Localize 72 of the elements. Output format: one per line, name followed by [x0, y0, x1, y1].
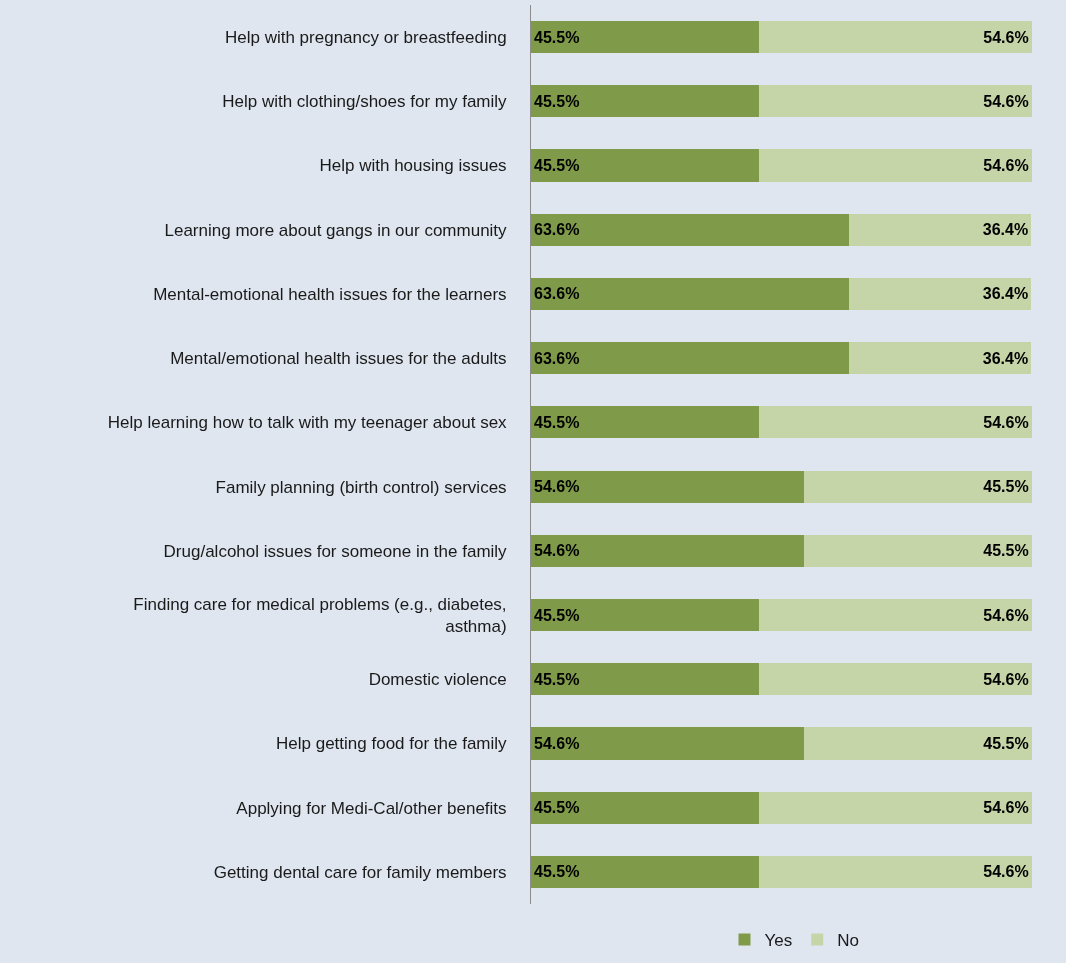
data-label: 54.6% — [534, 734, 580, 752]
y-tick-label: Learning more about gangs in our community — [164, 220, 508, 240]
bar — [758, 85, 1032, 118]
y-tick-label: Help with housing issues — [319, 156, 507, 176]
legend-label: No — [837, 931, 859, 951]
data-label: 45.5% — [534, 92, 580, 110]
data-label: 36.4% — [982, 349, 1029, 367]
y-tick-label: Finding care for medical problems (e.g., diabetes, asthma) — [133, 594, 507, 637]
data-label: 63.6% — [534, 349, 580, 367]
data-label: 45.5% — [534, 157, 580, 175]
data-label: 54.6% — [983, 28, 1029, 46]
bar — [531, 277, 850, 311]
y-tick-label: Applying for Medi-Cal/other benefits — [236, 798, 507, 818]
y-tick-label: Help learning how to talk with my teenager about sex — [107, 413, 508, 433]
bar — [531, 85, 759, 118]
data-label: 54.6% — [534, 478, 580, 496]
data-label: 45.5% — [534, 670, 580, 688]
data-label: 45.5% — [534, 799, 580, 817]
data-label: 63.6% — [534, 285, 580, 303]
data-label: 45.5% — [983, 542, 1029, 560]
bar — [849, 213, 1032, 246]
data-label: 45.5% — [983, 734, 1029, 752]
y-tick-label: Mental-emotional health issues for the learners — [153, 284, 507, 304]
data-label: 54.6% — [534, 542, 580, 560]
data-label: 36.4% — [982, 221, 1029, 239]
bar — [758, 598, 1032, 632]
data-label: 45.5% — [534, 606, 580, 624]
bar — [531, 21, 759, 54]
bar — [531, 855, 759, 888]
bar — [531, 791, 759, 824]
bar — [531, 406, 759, 439]
data-label: 36.4% — [982, 285, 1029, 303]
bar — [531, 727, 805, 760]
y-tick-label: Drug/alcohol issues for someone in the family — [163, 541, 508, 561]
legend-label: Yes — [764, 931, 793, 951]
bar — [849, 277, 1032, 311]
data-label: 54.6% — [983, 799, 1029, 817]
data-label: 54.6% — [983, 157, 1029, 175]
bar — [531, 598, 759, 632]
bar — [531, 663, 759, 696]
data-label: 54.6% — [983, 92, 1029, 110]
y-tick-label: Getting dental care for family members — [213, 862, 507, 882]
bar — [531, 534, 805, 567]
y-tick-label: Domestic violence — [368, 670, 507, 690]
bar — [758, 406, 1032, 439]
data-label: 54.6% — [983, 413, 1029, 431]
y-tick-label: Help getting food for the family — [276, 734, 508, 754]
y-tick-label: Family planning (birth control) services — [215, 477, 507, 497]
bar — [758, 791, 1032, 824]
data-label: 54.6% — [983, 606, 1029, 624]
data-label: 54.6% — [983, 863, 1029, 881]
data-label: 63.6% — [534, 221, 580, 239]
data-label: 45.5% — [534, 413, 580, 431]
data-label: 45.5% — [534, 863, 580, 881]
bar — [531, 213, 850, 246]
bar — [758, 855, 1032, 888]
bar — [531, 342, 850, 375]
bar — [758, 663, 1032, 696]
bar — [758, 149, 1032, 182]
bar — [804, 534, 1032, 567]
data-label: 54.6% — [983, 670, 1029, 688]
y-tick-label: Help with pregnancy or breastfeeding — [224, 28, 507, 48]
y-tick-label: Mental/emotional health issues for the adults — [170, 349, 507, 369]
bar — [758, 21, 1032, 54]
data-label: 45.5% — [534, 28, 580, 46]
bar — [531, 470, 805, 503]
bar — [804, 470, 1032, 503]
bar — [849, 342, 1032, 375]
bar — [531, 149, 759, 182]
y-tick-label: Help with clothing/shoes for my family — [222, 92, 508, 112]
data-label: 45.5% — [983, 478, 1029, 496]
bar — [804, 727, 1032, 760]
